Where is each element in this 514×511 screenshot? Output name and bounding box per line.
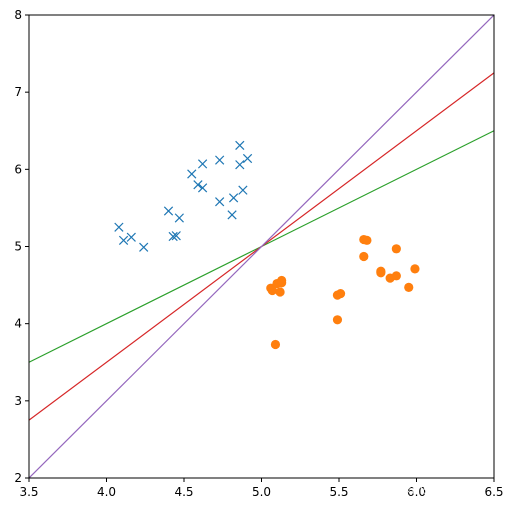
x-tick-label: 5.5	[329, 485, 348, 499]
point-x	[174, 213, 184, 223]
x-tick-label: 6.5	[484, 485, 503, 499]
x-tick-label: 6.0	[407, 485, 426, 499]
point-x	[193, 180, 203, 190]
point-o	[391, 271, 401, 281]
point-x	[242, 153, 253, 164]
y-tick-label: 8	[14, 8, 22, 22]
x-tick-label: 4.0	[97, 485, 116, 499]
x-tick-label: 4.5	[174, 485, 193, 499]
point-o	[270, 339, 281, 350]
point-x	[139, 242, 149, 252]
point-o	[277, 278, 287, 288]
point-o	[362, 235, 372, 245]
y-tick-label: 2	[14, 471, 22, 485]
y-axis-ticks: 2 3 4 5 6 7 8	[14, 8, 29, 485]
regression-lines	[29, 15, 494, 478]
point-o	[410, 264, 420, 274]
point-x	[228, 193, 239, 203]
point-x	[171, 231, 181, 241]
x-axis-ticks: 3.5 4.0 4.5 5.0 5.5 6.0 6.5	[19, 478, 504, 499]
x-tick-label: 5.0	[252, 485, 271, 499]
y-tick-label: 6	[14, 162, 22, 176]
y-tick-label: 7	[14, 85, 22, 99]
point-x	[163, 206, 174, 216]
point-x	[114, 222, 124, 232]
point-x	[238, 185, 248, 195]
y-tick-label: 5	[14, 240, 22, 254]
point-x	[187, 169, 197, 179]
point-x	[197, 159, 208, 169]
point-x	[168, 231, 178, 242]
point-o	[332, 315, 343, 325]
point-o	[275, 287, 285, 297]
watermark: CSDN @kaiserqzyue	[350, 483, 482, 498]
point-x	[215, 155, 225, 165]
point-o	[404, 282, 414, 292]
point-x	[118, 235, 129, 245]
point-o	[335, 288, 346, 299]
line-2	[29, 15, 494, 478]
point-x	[126, 232, 136, 242]
point-x	[197, 183, 208, 193]
data-points	[114, 140, 420, 350]
y-tick-label: 3	[14, 394, 22, 408]
point-o	[267, 285, 277, 296]
x-tick-label: 3.5	[19, 485, 38, 499]
point-x	[235, 140, 245, 151]
point-x	[215, 197, 225, 207]
point-x	[235, 160, 245, 170]
y-tick-label: 4	[14, 317, 22, 331]
point-o	[391, 244, 401, 254]
point-o	[376, 268, 386, 278]
point-x	[227, 210, 237, 220]
point-o	[359, 251, 369, 262]
